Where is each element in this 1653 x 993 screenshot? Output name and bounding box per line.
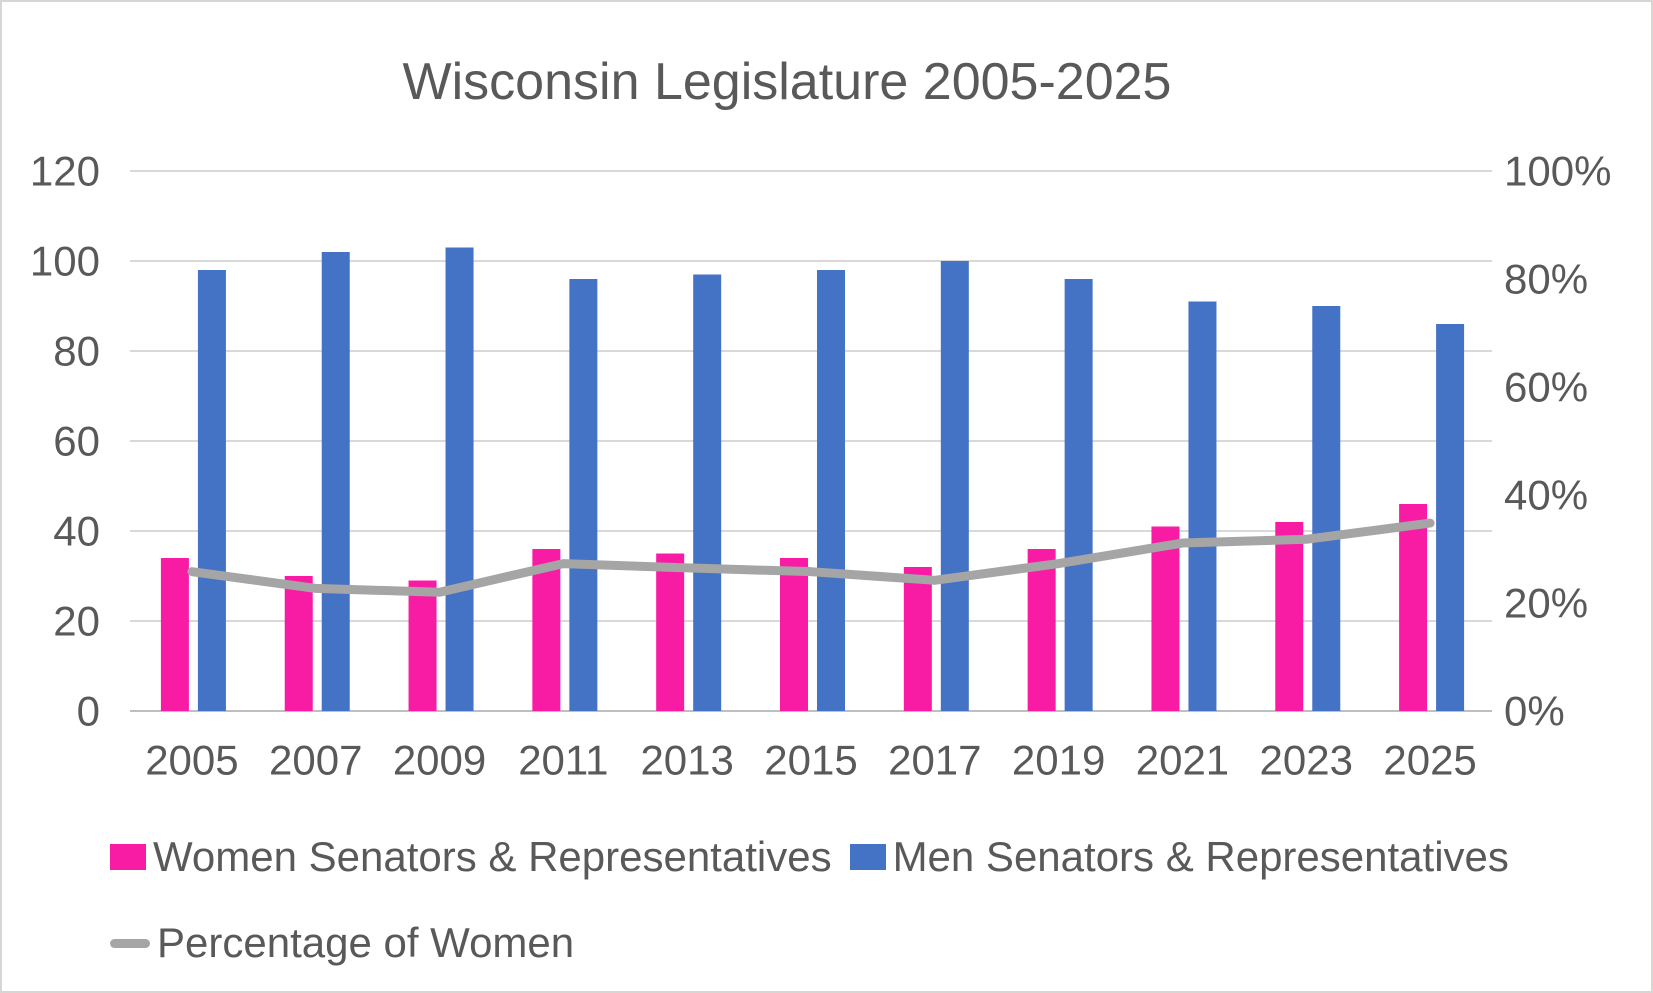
bar-women [903,567,932,711]
x-axis-tick-label: 2011 [518,737,608,784]
bar-women [1151,526,1180,711]
bar-women [780,558,808,711]
y-axis-tick-label-left: 40 [53,508,100,555]
legend-swatch-women [110,844,146,870]
bar-women [160,558,189,711]
legend-label-percentage: Percentage of Women [157,919,575,966]
bar-men [1312,306,1341,711]
y-axis-tick-label-right: 60% [1504,364,1588,411]
legend-row-line: Percentage of Women [110,919,1509,966]
x-axis-tick-label: 2021 [1136,737,1229,784]
bar-men [693,274,722,711]
legend-label-men: Men Senators & Representatives [892,833,1509,880]
bar-men [1064,279,1093,711]
bar-women [408,580,437,711]
bar-men [569,279,598,711]
percentage-line [187,518,1435,597]
bar-men [1436,324,1465,711]
bar-women [656,553,685,711]
y-axis-tick-label-left: 0 [77,688,100,735]
x-axis-tick-label: 2005 [145,737,238,784]
bar-women [1275,522,1304,711]
y-axis-tick-label-right: 40% [1504,472,1588,519]
y-axis-tick-label-left: 80 [53,328,100,375]
y-axis-tick-label-right: 0% [1504,688,1565,735]
bar-men [940,261,969,711]
x-axis-tick-label: 2023 [1260,737,1353,784]
y-axis-tick-label-left: 100 [30,238,100,285]
bar-women [1399,504,1428,711]
y-axis-tick-label-left: 120 [30,148,100,195]
y-axis-tick-label-left: 60 [53,418,100,465]
bar-women [532,549,561,711]
x-axis-tick-label: 2025 [1383,737,1476,784]
y-axis-tick-label-right: 100% [1504,148,1611,195]
y-axis-tick-label-right: 20% [1504,580,1588,627]
legend: Women Senators & Representatives Men Sen… [110,833,1509,966]
bar-men [1188,301,1217,711]
bar-men [321,252,350,711]
x-axis-tick-label: 2019 [1012,737,1105,784]
y-axis-tick-label-left: 20 [53,598,100,645]
y-axis-tick-label-right: 80% [1504,256,1588,303]
x-axis-tick-label: 2015 [764,737,857,784]
bar-men [445,247,474,711]
legend-label-women: Women Senators & Representatives [153,833,832,880]
bar-men [197,270,226,711]
bar-women [284,576,313,711]
legend-swatch-percentage-line [110,938,150,948]
legend-swatch-men [849,844,886,870]
x-axis-tick-label: 2007 [269,737,362,784]
bar-women [1027,549,1056,711]
bar-men [817,270,845,711]
x-axis-tick-label: 2013 [640,737,733,784]
x-axis-tick-label: 2017 [888,737,981,784]
legend-row-bars: Women Senators & Representatives Men Sen… [110,833,1509,880]
x-axis-tick-label: 2009 [393,737,486,784]
chart-title: Wisconsin Legislature 2005-2025 [402,53,1172,111]
